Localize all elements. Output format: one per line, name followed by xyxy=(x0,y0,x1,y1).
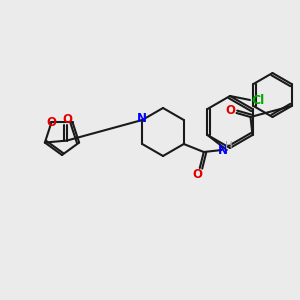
Text: O: O xyxy=(226,104,236,118)
Text: N: N xyxy=(137,112,147,125)
Text: O: O xyxy=(193,167,203,181)
Text: O: O xyxy=(62,113,72,126)
Text: Cl: Cl xyxy=(251,94,265,107)
Text: O: O xyxy=(46,116,56,129)
Text: N: N xyxy=(218,143,228,157)
Text: H: H xyxy=(225,141,233,151)
